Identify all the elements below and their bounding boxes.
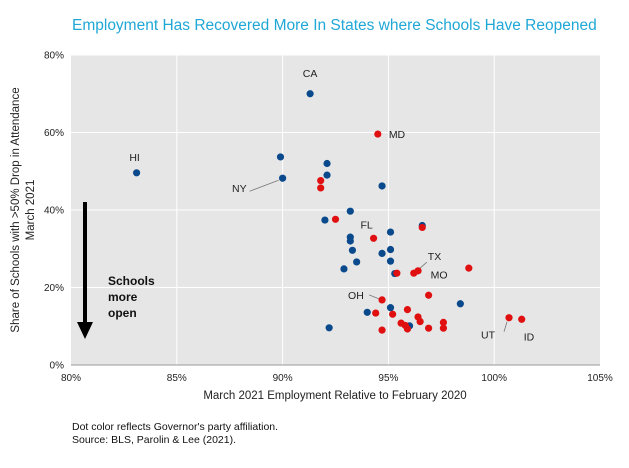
data-points: [132, 90, 526, 334]
red-data-point: [418, 223, 426, 232]
red-data-point: [439, 318, 448, 326]
blue-data-point: [386, 245, 395, 254]
red-data-point: [518, 315, 526, 323]
state-labels: HI CA NY MD FL TX OH MO UT ID: [129, 68, 534, 344]
blue-data-point: [386, 257, 395, 265]
x-axis-label: March 2021 Employment Relative to Februa…: [203, 390, 466, 402]
down-arrow-icon: [77, 322, 93, 339]
state-label-fl: FL: [360, 219, 372, 231]
state-label-hi: HI: [129, 152, 140, 164]
blue-data-point: [346, 237, 354, 245]
blue-data-point: [386, 304, 395, 312]
red-data-point: [374, 130, 382, 138]
state-label-md: MD: [389, 129, 406, 141]
axis-ticks: 0% 20% 40% 60% 80% 80% 85% 90% 95% 100% 105%: [44, 51, 613, 385]
red-data-point: [378, 296, 386, 304]
red-data-point: [414, 267, 422, 275]
y-tick-label: 80%: [44, 51, 64, 62]
source-note: Source: BLS, Parolin & Lee (2021).: [72, 434, 237, 446]
blue-data-point: [363, 308, 371, 316]
callout-line: [368, 294, 380, 300]
x-tick-label: 105%: [587, 373, 613, 384]
red-data-point: [403, 305, 412, 314]
x-tick-label: 95%: [378, 373, 398, 384]
footnote: Dot color reflects Governor's party affi…: [72, 421, 279, 433]
blue-data-point: [346, 207, 354, 215]
blue-data-point: [279, 174, 287, 182]
y-axis-label-line1: Share of Schools with >50% Drop in Atten…: [10, 87, 22, 332]
x-tick-label: 85%: [167, 373, 187, 384]
blue-data-point: [378, 182, 386, 190]
chart-title: Employment Has Recovered More In States …: [72, 17, 597, 34]
red-data-point: [439, 324, 448, 332]
gridlines: [71, 54, 600, 365]
blue-data-point: [378, 249, 386, 257]
blue-data-point: [348, 246, 357, 254]
y-axis-label-line2: March 2021: [25, 180, 37, 241]
state-label-mo: MO: [431, 269, 448, 281]
y-tick-label: 60%: [44, 128, 64, 139]
red-data-point: [425, 324, 433, 332]
blue-data-point: [386, 228, 395, 236]
label-callouts: [249, 179, 508, 332]
red-data-point: [416, 318, 424, 326]
annotation-line-3: open: [108, 306, 137, 320]
chart-footer: Dot color reflects Governor's party affi…: [72, 421, 278, 447]
annotation-line-2: more: [108, 290, 138, 304]
red-data-point: [505, 314, 513, 322]
red-data-point: [393, 269, 401, 277]
state-label-tx: TX: [428, 251, 441, 263]
red-data-point: [369, 234, 378, 242]
blue-data-point: [132, 169, 141, 177]
red-data-point: [372, 309, 380, 317]
blue-data-point: [456, 300, 464, 308]
blue-data-point: [306, 90, 314, 98]
y-tick-label: 20%: [44, 283, 64, 294]
red-data-point: [403, 325, 412, 333]
red-data-point: [378, 326, 386, 334]
red-data-point: [389, 310, 397, 318]
state-label-ut: UT: [481, 330, 496, 342]
x-tick-label: 100%: [481, 373, 507, 384]
blue-data-point: [340, 265, 348, 273]
red-data-point: [331, 215, 340, 223]
schools-more-open-annotation: Schools more open: [77, 202, 155, 339]
red-data-point: [465, 264, 473, 272]
red-data-point: [425, 291, 433, 299]
blue-data-point: [321, 216, 329, 224]
x-tick-label: 80%: [61, 373, 81, 384]
y-tick-label: 0%: [50, 361, 65, 372]
blue-data-point: [276, 153, 285, 161]
callout-line: [503, 321, 508, 332]
annotation-line-1: Schools: [108, 274, 155, 288]
blue-data-point: [353, 258, 361, 266]
y-tick-label: 40%: [44, 206, 64, 217]
blue-data-point: [323, 171, 331, 179]
state-label-id: ID: [524, 331, 535, 343]
red-data-point: [317, 176, 325, 185]
blue-data-point: [323, 159, 331, 168]
x-tick-label: 90%: [273, 373, 293, 384]
red-data-point: [317, 184, 325, 192]
blue-data-point: [325, 324, 333, 332]
state-label-ny: NY: [232, 183, 247, 195]
callout-line: [249, 179, 279, 192]
state-label-oh: OH: [348, 290, 364, 302]
state-label-ca: CA: [303, 68, 318, 80]
